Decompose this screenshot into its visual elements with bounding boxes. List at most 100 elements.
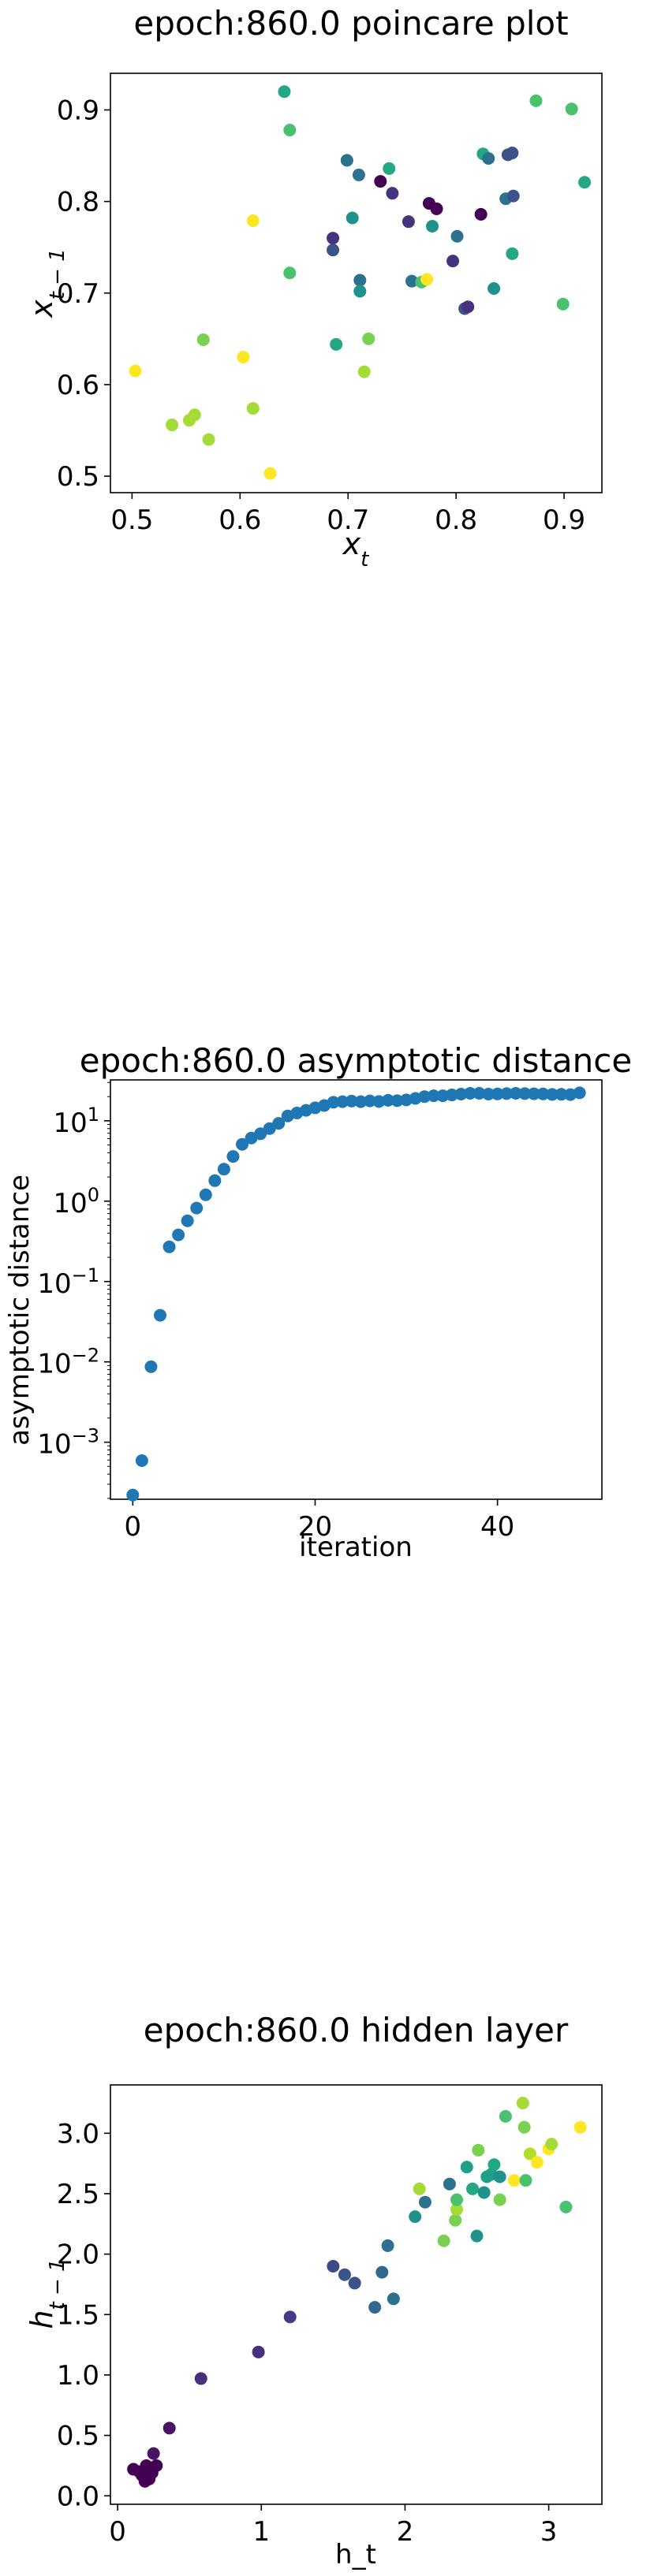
poincare-plot-point	[506, 247, 519, 260]
poincare-plot-point	[488, 281, 501, 295]
hidden-layer-point	[338, 2268, 351, 2281]
poincare-plot-point	[283, 124, 297, 137]
asymptotic-distance-point	[263, 1122, 276, 1135]
poincare-plot-point	[474, 207, 488, 221]
hidden-layer-point	[499, 2109, 512, 2123]
asymptotic-distance-point	[345, 1094, 358, 1107]
hidden-layer-point	[162, 2422, 176, 2435]
asymptotic-distance-point	[354, 1095, 368, 1108]
poincare-plot-axes: 0.5 0.6 0.7 0.8 0.9 0.5 0.6 0.7 0.8 0.9	[57, 95, 585, 536]
asymptotic-distance-point	[573, 1086, 586, 1100]
poincare-plot-point	[506, 189, 520, 203]
poincare-plot-point	[246, 402, 260, 415]
hidden-layer-point	[194, 2372, 207, 2385]
poincare-plot-point	[383, 162, 396, 175]
poincare-plot-point	[129, 364, 142, 378]
asymptotic-distance-point	[236, 1137, 249, 1151]
asymptotic-distance-point	[162, 1240, 176, 1253]
asymptotic-distance-point	[527, 1087, 540, 1100]
hidden-layer-point	[348, 2276, 361, 2290]
poincare-plot-ytick-label: 0.8	[57, 187, 99, 218]
poincare-plot-point	[565, 102, 578, 116]
hidden-layer-point	[437, 2234, 450, 2247]
asymptotic-distance-point	[536, 1087, 550, 1100]
poincare-plot-point	[386, 187, 399, 200]
hidden-layer-point	[493, 2193, 506, 2206]
asymptotic-distance-point	[463, 1086, 476, 1100]
poincare-plot-point	[529, 94, 543, 107]
poincare-plot-point	[188, 408, 201, 422]
asymptotic-distance-point	[491, 1087, 504, 1100]
hidden-layer-point	[368, 2301, 382, 2314]
asymptotic-distance-point	[135, 1454, 148, 1467]
poincare-plot-point	[374, 175, 387, 188]
poincare-plot-point	[346, 211, 359, 225]
asymptotic-distance-point	[181, 1214, 194, 1227]
poincare-plot-point	[362, 332, 375, 345]
poincare-plot-point	[482, 152, 495, 166]
hidden-layer-point	[573, 2120, 587, 2134]
poincare-plot-point	[420, 273, 434, 286]
hidden-layer-point	[531, 2156, 544, 2169]
hidden-layer-ytick-label: 2.5	[57, 2179, 99, 2210]
asymptotic-distance-point	[144, 1360, 158, 1373]
asymptotic-distance-point	[518, 1087, 532, 1100]
poincare-plot-point	[450, 229, 464, 243]
hidden-layer-point	[283, 2310, 297, 2324]
hidden-layer-ytick-label: 1.0	[57, 2360, 99, 2392]
hidden-layer-point	[472, 2143, 485, 2157]
asymptotic-distance-point	[390, 1094, 404, 1107]
asymptotic-distance-point	[226, 1150, 240, 1163]
hidden-layer-xtick-label: 3	[540, 2516, 558, 2548]
asymptotic-distance-xlabel: iteration	[299, 1532, 413, 1563]
asymptotic-distance-ytick-label: 10−3	[37, 1425, 99, 1461]
poincare-plot-ytick-label: 0.7	[57, 278, 99, 310]
hidden-layer-point	[507, 2174, 521, 2187]
hidden-layer-point	[413, 2182, 426, 2195]
asymptotic-distance-point	[418, 1090, 431, 1104]
asymptotic-distance-point	[190, 1201, 204, 1215]
hidden-layer-point	[252, 2345, 265, 2358]
poincare-plot-point	[430, 202, 443, 215]
hidden-layer-point	[150, 2459, 163, 2472]
asymptotic-distance-point	[381, 1093, 394, 1107]
hidden-layer-frame	[110, 2084, 603, 2505]
poincare-plot-title: epoch:860.0 poincare plot	[133, 4, 568, 43]
poincare-plot-ytick-label: 0.6	[57, 370, 99, 401]
asymptotic-distance-point	[509, 1086, 522, 1100]
poincare-plot-xtick-label: 0.6	[219, 504, 261, 536]
hidden-layer-point	[147, 2447, 160, 2460]
hidden-layer-point	[327, 2259, 340, 2273]
poincare-plot-point	[556, 297, 570, 311]
hidden-layer-xtick-label: 0	[109, 2516, 126, 2548]
asymptotic-distance-point	[454, 1087, 468, 1100]
asymptotic-distance-point	[172, 1228, 185, 1241]
hidden-layer-point	[450, 2202, 464, 2216]
asymptotic-distance-chart: epoch:860.0 asymptotic distance 0 20 40 10−…	[4, 1041, 632, 1563]
hidden-layer-point	[488, 2158, 501, 2172]
hidden-layer-xtick-label: 2	[397, 2516, 414, 2548]
hidden-layer-points	[127, 2096, 587, 2488]
poincare-plot-point	[246, 214, 260, 228]
hidden-layer-ytick-label: 0.5	[57, 2421, 99, 2452]
hidden-layer-point	[516, 2096, 529, 2109]
asymptotic-distance-point	[272, 1117, 286, 1130]
hidden-layer-point	[460, 2161, 473, 2174]
poincare-plot-point	[340, 154, 353, 167]
poincare-plot-point	[283, 266, 297, 280]
poincare-plot-point	[330, 337, 343, 351]
asymptotic-distance-point	[199, 1188, 212, 1201]
hidden-layer-ytick-label: 1.5	[57, 2299, 99, 2331]
asymptotic-distance-point	[546, 1088, 559, 1101]
hidden-layer-xtick-label: 1	[252, 2516, 270, 2548]
asymptotic-distance-point	[217, 1163, 230, 1176]
hidden-layer-point	[493, 2170, 506, 2183]
poincare-plot-point	[327, 244, 340, 257]
poincare-plot-xtick-label: 0.7	[327, 504, 369, 536]
poincare-plot-frame	[110, 73, 603, 493]
poincare-plot-points	[129, 85, 592, 480]
asymptotic-distance-point	[126, 1488, 140, 1502]
hidden-layer-point	[559, 2200, 573, 2213]
poincare-plot-point	[426, 219, 439, 233]
